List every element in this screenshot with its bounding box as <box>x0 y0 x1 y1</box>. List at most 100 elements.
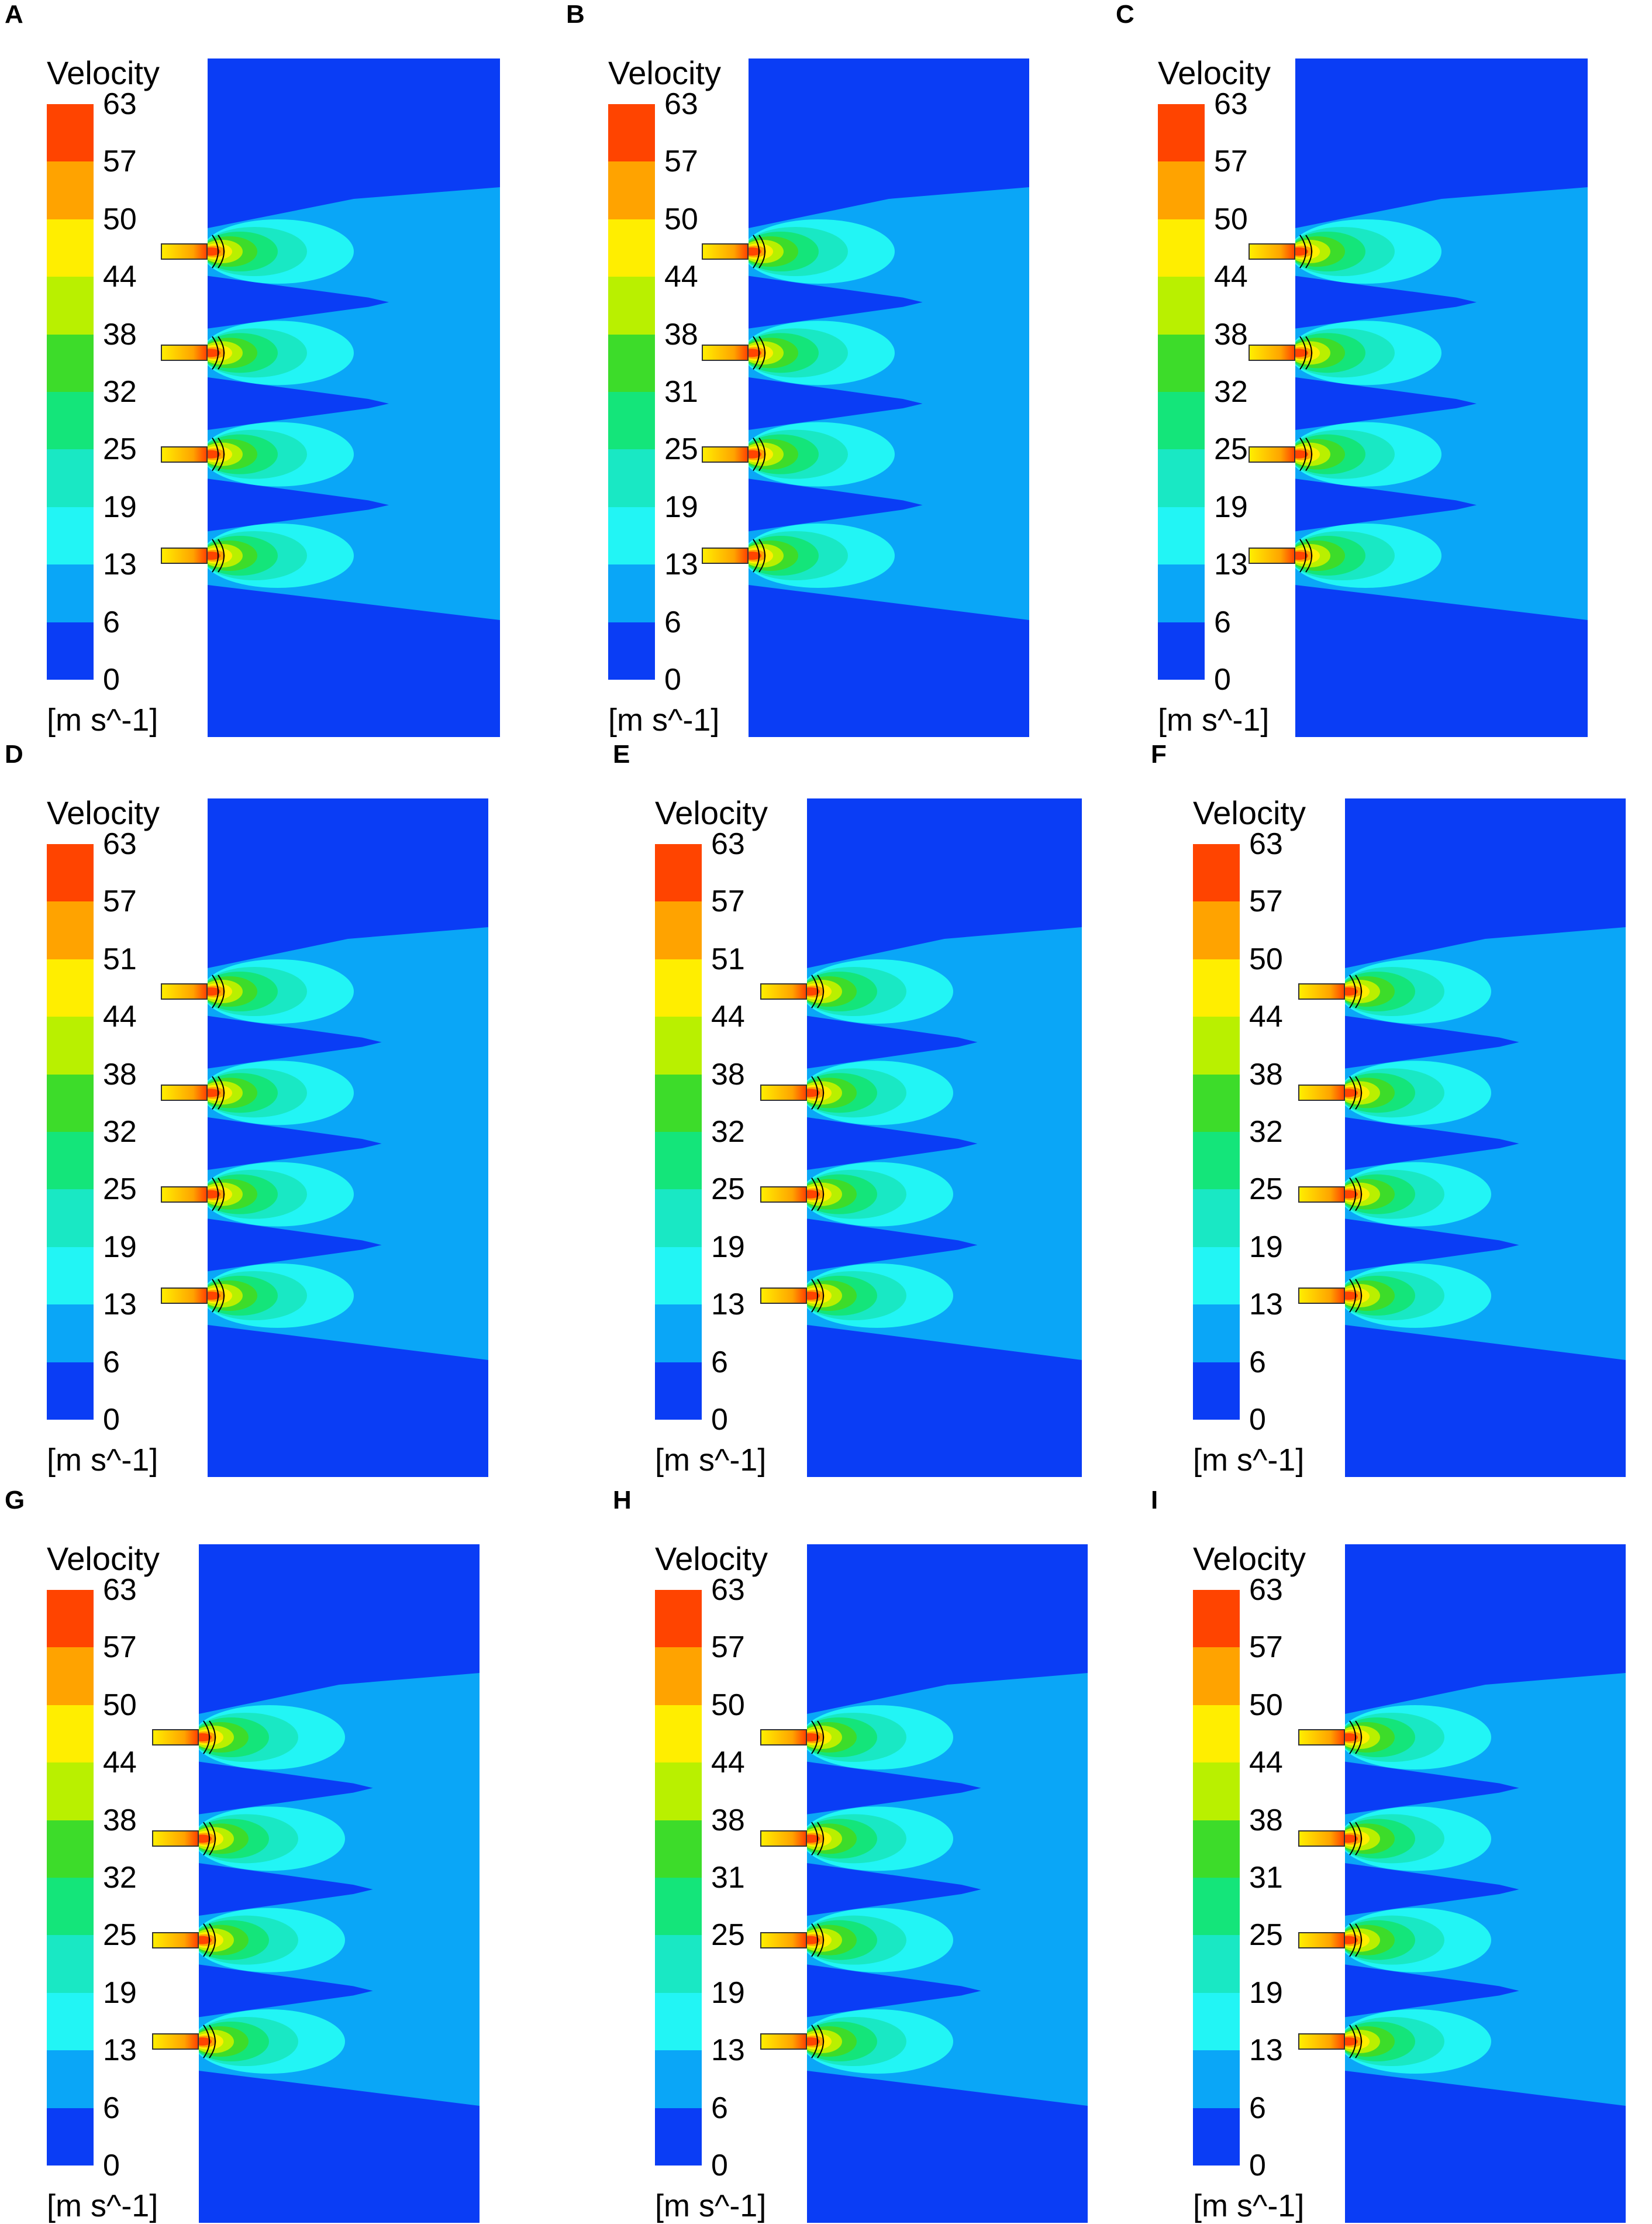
legend-tick-label: 0 <box>103 1403 120 1437</box>
color-band <box>1193 2050 1240 2109</box>
inter-jet-gap <box>1345 1761 1519 1815</box>
color-band <box>47 1762 94 1821</box>
panel-label: F <box>1151 740 1167 769</box>
color-band <box>1158 392 1205 450</box>
color-band <box>655 901 702 960</box>
nozzle <box>152 1830 199 1847</box>
legend-tick-label: 19 <box>1249 1230 1283 1264</box>
jet-plume <box>1345 959 1491 1024</box>
jet-plume <box>208 959 354 1024</box>
legend-tick-label: 50 <box>1249 942 1283 976</box>
color-band <box>47 959 94 1017</box>
jet-plume <box>1345 1061 1491 1125</box>
color-band <box>655 959 702 1017</box>
inter-jet-gap <box>1295 478 1477 532</box>
legend-tick-label: 63 <box>664 87 698 121</box>
legend-tick-label: 6 <box>103 605 120 639</box>
nozzle <box>760 1287 807 1304</box>
legend-tick-label: 0 <box>1249 1403 1266 1437</box>
legend-tick-label: 31 <box>711 1861 745 1895</box>
color-bar <box>655 1590 702 2166</box>
panel-c: C Velocity 63 57 50 44 38 32 25 19 13 6 0 [m s^-1] <box>1111 0 1652 738</box>
jet-plume <box>749 321 895 385</box>
legend-tick-label: 13 <box>711 2033 745 2068</box>
legend-title: Velocity <box>608 54 721 91</box>
legend-tick-label: 0 <box>664 663 681 697</box>
legend-tick-label: 38 <box>1249 1057 1283 1092</box>
legend-tick-label: 25 <box>103 432 137 467</box>
legend-tick-label: 13 <box>103 2033 137 2068</box>
legend-tick-label: 51 <box>711 942 745 976</box>
legend-tick-label: 50 <box>103 1688 137 1722</box>
jet-plume <box>208 524 354 588</box>
inter-jet-gap <box>1295 377 1477 430</box>
color-band <box>655 1992 702 2051</box>
color-band <box>1193 1074 1240 1132</box>
legend-tick-label: 63 <box>103 1573 137 1607</box>
legend-title: Velocity <box>655 794 768 831</box>
legend-tick-label: 13 <box>664 548 698 582</box>
nozzle <box>161 1287 208 1304</box>
color-band <box>1193 1762 1240 1821</box>
legend-tick-label: 13 <box>1249 2033 1283 2068</box>
inter-jet-gap <box>1345 1863 1519 1916</box>
jet-plume <box>807 1162 953 1227</box>
color-band <box>1193 1647 1240 1706</box>
legend-tick-label: 6 <box>711 2091 728 2125</box>
inter-jet-gap <box>1345 1117 1519 1170</box>
nozzle <box>152 2033 199 2050</box>
legend-tick-label: 13 <box>711 1287 745 1322</box>
legend-tick-label: 38 <box>103 1057 137 1092</box>
legend-tick-label: 63 <box>1249 827 1283 861</box>
color-band <box>655 1132 702 1190</box>
jet-plume <box>208 422 354 487</box>
legend-tick-label: 51 <box>103 942 137 976</box>
inter-jet-gap <box>749 276 923 329</box>
jet-plume <box>1295 524 1441 588</box>
inter-jet-gap <box>199 1761 373 1815</box>
legend-unit: [m s^-1] <box>1193 1442 1305 1478</box>
legend-tick-label: 31 <box>664 375 698 409</box>
velocity-field <box>1345 1544 1626 2223</box>
legend-tick-label: 38 <box>103 1803 137 1837</box>
inter-jet-gap <box>749 377 923 430</box>
color-band <box>1158 161 1205 220</box>
color-band <box>1158 449 1205 508</box>
inter-jet-gap <box>807 1863 981 1916</box>
color-band <box>1193 2108 1240 2166</box>
color-band <box>1193 1362 1240 1420</box>
color-band <box>47 1647 94 1706</box>
legend-tick-label: 44 <box>1214 260 1248 294</box>
jet-plume <box>807 2009 953 2074</box>
legend-tick-label: 63 <box>1214 87 1248 121</box>
panel-label: B <box>566 0 585 29</box>
color-band <box>1158 564 1205 623</box>
panel-e: E Velocity 63 57 51 44 38 32 25 19 13 6 0 [m s^-1] <box>608 740 1158 1478</box>
nozzle <box>1249 548 1295 564</box>
legend-tick-label: 44 <box>103 1000 137 1034</box>
jet-plume <box>1345 1806 1491 1871</box>
nozzle <box>1298 1287 1345 1304</box>
jet-plume <box>208 1162 354 1227</box>
color-band <box>655 1304 702 1363</box>
nozzle <box>702 548 749 564</box>
nozzle <box>1298 1830 1345 1847</box>
legend-tick-label: 6 <box>664 605 681 639</box>
color-band <box>47 1132 94 1190</box>
color-bar <box>47 844 94 1420</box>
legend-unit: [m s^-1] <box>47 703 158 738</box>
inter-jet-gap <box>807 1761 981 1815</box>
legend-tick-label: 0 <box>711 2149 728 2182</box>
color-band <box>47 1362 94 1420</box>
legend-tick-label: 13 <box>103 1287 137 1322</box>
color-bar <box>1158 104 1205 680</box>
nozzle <box>1298 2033 1345 2050</box>
legend-tick-label: 63 <box>711 827 745 861</box>
legend-tick-label: 57 <box>103 144 137 179</box>
color-band <box>1193 1878 1240 1936</box>
legend-tick-label: 57 <box>1249 884 1283 919</box>
color-band <box>608 334 655 393</box>
color-band <box>655 2108 702 2166</box>
jet-plume <box>199 1908 345 1972</box>
color-band <box>1193 1590 1240 1648</box>
